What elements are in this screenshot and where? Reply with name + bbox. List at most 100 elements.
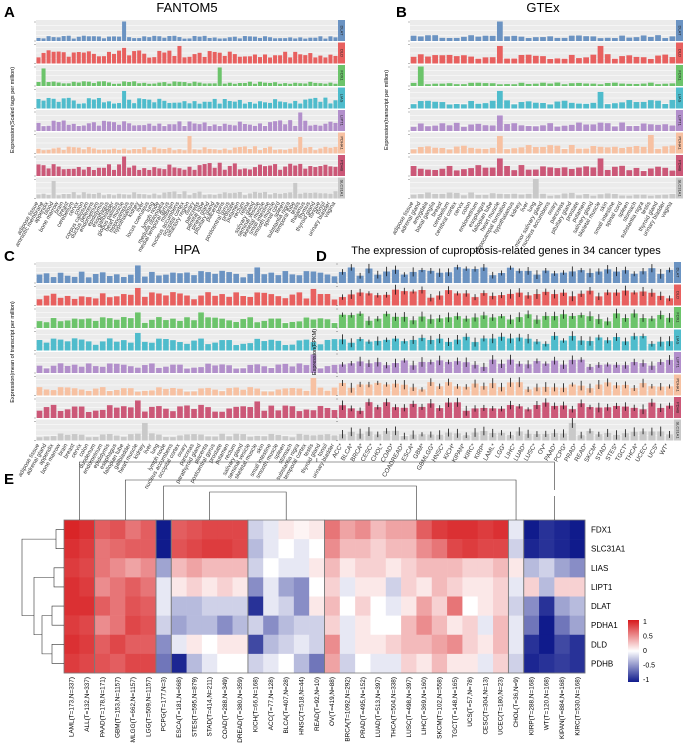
bar-DLD-cerebellum [446,54,453,64]
bar-PDHB-smooth muscle [275,410,282,418]
bar-SLC31A1-retina [247,193,252,199]
bar-SLC31A1-gallbladder [128,434,134,441]
bar-FDX1-READ [568,315,576,328]
bar-LIPT1-gallbladder [112,122,117,131]
bar-LIAS-MESO [524,338,532,351]
bar-LIAS-esophagus [106,101,111,109]
bar-LIPT1-thalamus [303,120,308,131]
heat-cell-LIPT1-18 [339,577,356,597]
bar-PDHA1-COADREAD [391,383,400,396]
bar-PDHB-ovary [192,169,197,176]
bar-DLD-adipose tissue [36,299,43,306]
bar-DLAT-seminal vesicle [257,37,262,41]
heat-cell-SLC31A1-29 [508,539,525,559]
bar-PDHB-pancreas [561,167,568,176]
bar-LIAS-globus pallidus [117,103,122,109]
bar-LIAS-putamen [237,99,242,109]
bar-FDX1-COADREAD [391,316,400,328]
heat-cell-DLAT-15 [293,596,310,616]
bar-FDX1-THYM [630,313,638,328]
heat-cell-DLAT-6 [155,596,172,616]
column-label: THCA(T=504,N=338) [390,677,397,738]
heat-cell-PDHB-8 [186,653,203,674]
bar-LIAS-KIPAN [453,339,461,351]
bar-FDX1-placenta [217,67,222,86]
bar-PDHB-olfactory region [187,166,192,176]
heat-cell-SLC31A1-10 [217,539,233,559]
bar-DLD-gallbladder [112,53,117,64]
bar-LIPT1-vagina [333,122,338,131]
bar-LIPT1-fallopian tube [120,364,127,373]
bar-DLAT-spleen [283,38,288,41]
x-tick-label: tonsil [317,443,329,458]
column-label: PAAD(T=178,N=171) [99,677,106,737]
heat-cell-LIPT1-11 [232,577,249,597]
bar-DLD-nucleus accumbens [170,292,176,306]
heat-cell-FDX1-32 [554,520,570,540]
heat-cell-LIAS-9 [201,558,218,578]
bar-LIPT1-UCEC [639,363,647,373]
heat-cell-PDHB-10 [217,653,233,674]
strip-label-DLAT: DLAT [677,26,682,36]
bar-DLD-thyroid gland [313,57,318,64]
bar-LIPT1-DLBC [400,360,408,373]
bar-LIAS-postcentral gyrus [212,342,218,351]
bar-SLC31A1-KICH [444,432,453,441]
bar-SLC31A1-liver [525,193,532,199]
bar-DLAT-UCEC [639,271,647,283]
bar-DLD-lung [156,293,162,306]
bar-LIPT1-LIHC [498,363,506,373]
bar-DLD-CESC [365,293,373,306]
heat-cell-PDHB-26 [462,653,479,674]
panel-title: The expression of cuproptosis-related ge… [351,245,661,257]
bar-PDHB-testis [310,410,317,418]
bar-FDX1-thalamus [303,83,308,86]
bar-LIPT1-cerebellum [446,125,453,131]
bar-SLC31A1-bone marrow [56,195,61,199]
bar-FDX1-UVM [657,314,665,328]
bar-LIPT1-medulla oblongata [162,126,167,131]
panel-label-D: D [316,248,327,265]
bar-PDHA1-stomach [289,388,296,396]
bar-PDHB-adrenal gland [43,407,50,418]
bar-SLC31A1-vagina [669,193,676,199]
bar-LIPT1-corpus callosum [86,123,91,131]
heat-cell-DLAT-3 [109,596,126,616]
heat-cell-DLAT-26 [462,596,479,616]
bar-PDHB-smooth muscle [273,164,278,176]
bar-PDHA1-skeletal muscle [254,388,261,396]
bar-PDHA1-midbrain [172,150,177,154]
bar-SLC31A1-temporal lobe [293,182,298,199]
bar-FDX1-DLBC [400,316,408,328]
bar-SLC31A1-BLCA [347,431,355,441]
strip-label-bg-PDHB [674,397,681,418]
bar-SLC31A1-occipital cortex [182,191,187,199]
heat-cell-DLD-11 [232,634,249,655]
bar-PDHA1-thyroid gland [313,150,318,154]
bar-LIPT1-UVM [657,362,665,373]
heat-cell-SLC31A1-27 [477,539,494,559]
bar-LIPT1-testis [647,124,654,131]
bar-PDHB-occipital cortex [177,406,183,418]
bar-LIPT1-pituitary gland [568,124,575,131]
bar-DLD-hippocampal formation [504,58,510,64]
heat-cell-LIAS-1 [79,558,95,578]
bar-FDX1-LUSC [515,317,523,328]
bar-LIPT1-hippocampus [127,123,132,131]
bar-LIAS-salivary gland [240,343,246,351]
bar-SLC31A1-pancreas [191,434,197,441]
bar-SLC31A1-putamen [237,192,242,199]
heat-cell-DLAT-30 [523,596,540,616]
bar-DLAT-cervix [78,271,85,283]
bar-DLD-PAAD [542,291,550,306]
strip-label-PDHB: PDHB [677,160,682,171]
bar-DLAT-ESCA [409,271,417,283]
heat-cell-DLD-6 [155,634,172,655]
panel-title: GTEx [526,0,560,15]
bar-LIAS-liver [149,342,155,351]
heat-cell-PDHA1-1 [79,615,95,636]
bar-PDHB-stomach [633,167,640,176]
heat-cell-DLD-26 [462,634,479,655]
bar-PDHA1-putamen [237,146,242,154]
bar-LIPT1-spleen [283,124,288,131]
